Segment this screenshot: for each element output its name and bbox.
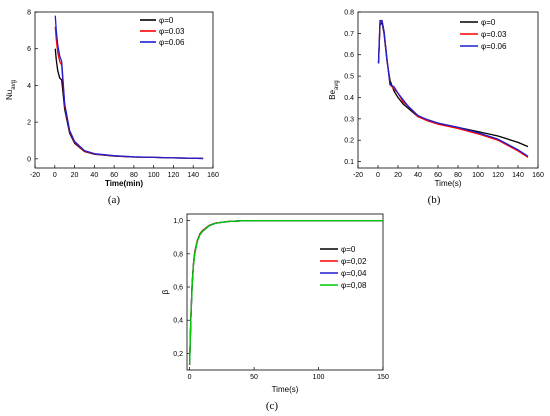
- legend-label: φ=0,08: [341, 281, 367, 290]
- x-tick-label: 140: [512, 172, 524, 179]
- legend-label: φ=0: [159, 16, 174, 25]
- y-tick-label: 0,8: [173, 251, 183, 258]
- panel-caption: (a): [108, 194, 121, 206]
- y-tick-label: 2: [27, 120, 31, 127]
- x-tick-label: 100: [313, 374, 325, 381]
- y-axis-label: β: [161, 289, 170, 294]
- y-tick-label: 0,2: [173, 351, 183, 358]
- series-line-4: [188, 219, 383, 366]
- chart-c: 0 50 100 150 0,2 0,4 0,6 0,8 1,0 Time(s) β φ=0 φ=0,0…: [161, 213, 389, 412]
- x-tick-label: 0: [53, 172, 57, 179]
- legend: φ=0 φ=0,02 φ=0,04 φ=0,08: [320, 245, 367, 290]
- x-tick-label: 20: [394, 172, 402, 179]
- y-axis-label-subscript: avg: [334, 80, 340, 90]
- y-tick-label: 0: [27, 156, 31, 163]
- y-tick-label: 0.4: [344, 95, 354, 102]
- y-tick-label: 0.1: [344, 159, 354, 166]
- x-tick-label: 0: [376, 172, 380, 179]
- chart-b: -20 0 20 40 60 80 100 120 140 160 0.1 0.2 0.3 0.4 0.5 0…: [328, 10, 544, 207]
- x-tick-label: 160: [532, 172, 544, 179]
- x-tick-label: 40: [414, 172, 422, 179]
- y-tick-label: 0.2: [344, 138, 354, 145]
- x-tick-label: 160: [207, 172, 219, 179]
- y-tick-label: 0.7: [344, 31, 354, 38]
- y-tick-label: 0,4: [173, 318, 183, 325]
- y-tick-label: 0.5: [344, 74, 354, 81]
- y-axis-label: Beavg: [328, 80, 340, 99]
- x-tick-label: 120: [492, 172, 504, 179]
- y-tick-label: 0.6: [344, 52, 354, 59]
- series-line-1: [54, 48, 204, 160]
- plot-frame: [186, 213, 384, 371]
- x-axis-label: Time(s): [272, 385, 299, 394]
- series-line-3: [54, 15, 204, 160]
- legend-label: φ=0.06: [481, 42, 507, 51]
- plot-frame: [357, 11, 539, 169]
- chart-a: -20 0 20 40 60 80 100 120 140 160 0 2 4 6 8 Time(min) Nu…: [5, 10, 219, 207]
- panel-caption: (b): [428, 194, 441, 206]
- x-axis-label: Time(s): [435, 179, 462, 188]
- legend-label: φ=0.03: [159, 27, 185, 36]
- x-tick-label: 80: [454, 172, 462, 179]
- x-tick-label: 60: [434, 172, 442, 179]
- x-tick-label: 100: [148, 172, 160, 179]
- series-line-2: [188, 219, 383, 366]
- x-tick-label: 20: [71, 172, 79, 179]
- legend: φ=0 φ=0.03 φ=0.06: [460, 18, 507, 51]
- y-axis-label: Nuavg: [5, 80, 17, 100]
- x-tick-label: 40: [90, 172, 98, 179]
- legend-label: φ=0,02: [341, 257, 367, 266]
- y-tick-label: 0.8: [344, 10, 354, 17]
- y-tick-label: 0.3: [344, 116, 354, 123]
- x-tick-label: 150: [377, 374, 389, 381]
- y-tick-label: 0,6: [173, 285, 183, 292]
- x-tick-label: 50: [250, 374, 258, 381]
- x-tick-label: 140: [187, 172, 199, 179]
- x-tick-label: 120: [168, 172, 180, 179]
- legend-label: φ=0: [341, 245, 356, 254]
- series-line-3: [188, 219, 383, 366]
- x-tick-label: 60: [110, 172, 118, 179]
- x-tick-label: 80: [130, 172, 138, 179]
- legend-label: φ=0: [481, 18, 496, 27]
- plot-frame: [34, 11, 214, 169]
- series-line-1: [188, 219, 383, 366]
- panel-caption: (c): [266, 400, 279, 412]
- legend: φ=0 φ=0.03 φ=0.06: [140, 16, 185, 47]
- legend-label: φ=0,04: [341, 269, 367, 278]
- x-tick-label: -20: [353, 172, 363, 179]
- x-tick-label: -20: [30, 172, 40, 179]
- legend-label: φ=0.03: [481, 30, 507, 39]
- series-line-3: [377, 19, 529, 157]
- x-axis-label: Time(min): [105, 179, 143, 188]
- x-tick-label: 100: [472, 172, 484, 179]
- y-tick-label: 6: [27, 46, 31, 53]
- x-tick-label: 0: [188, 374, 192, 381]
- y-tick-label: 1,0: [173, 218, 183, 225]
- y-tick-label: 8: [27, 10, 31, 17]
- legend-label: φ=0.06: [159, 38, 185, 47]
- y-axis-label-subscript: avg: [11, 80, 17, 90]
- y-tick-label: 4: [27, 83, 31, 90]
